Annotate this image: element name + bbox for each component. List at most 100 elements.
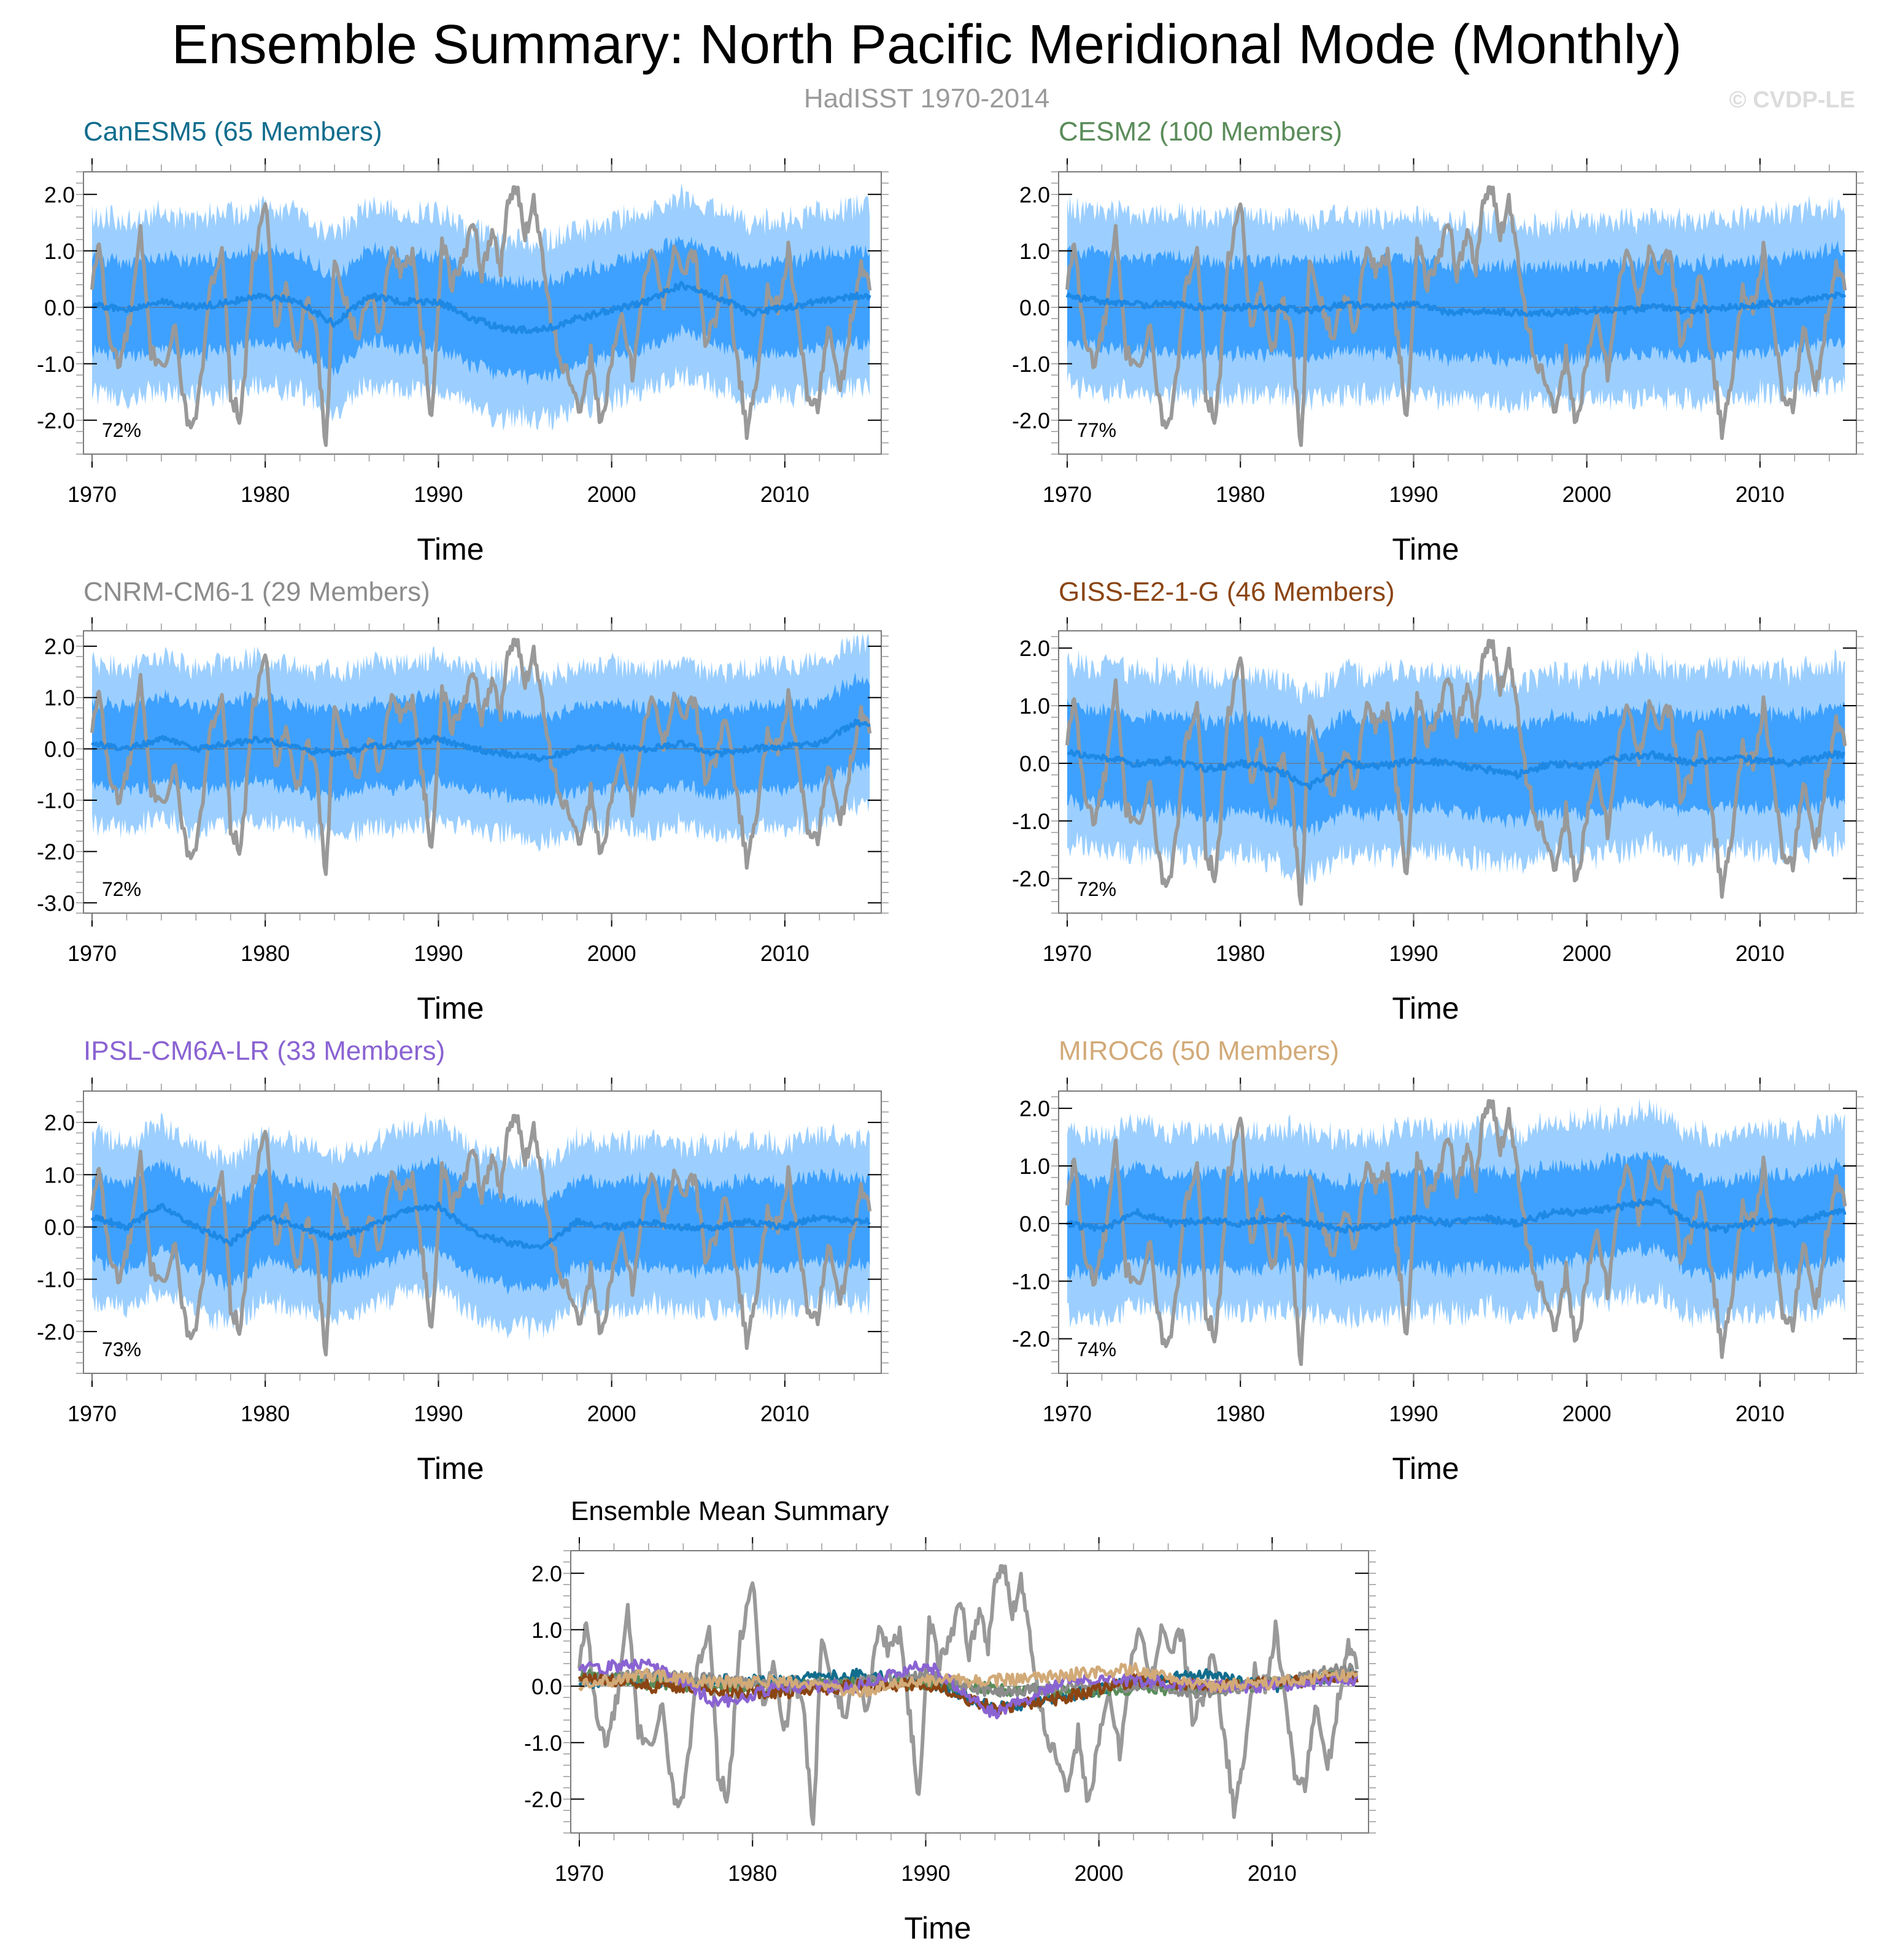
observed-series-line <box>90 638 872 876</box>
x-axis-title: Time <box>1392 532 1459 566</box>
plot-frame <box>83 171 882 455</box>
observed-series-line <box>1065 639 1847 906</box>
panel-title-giss: GISS-E2-1-G (46 Members) <box>1059 577 1395 607</box>
plot-frame <box>1058 171 1857 455</box>
model-mean-line-3 <box>577 1671 1359 1715</box>
x-tick-label: 1990 <box>1389 482 1438 507</box>
x-tick-label: 2000 <box>587 941 636 966</box>
chart-panel-6: 2.0 1.0 0.0 -1.0 -2.0 1970 1980 1990 2000 2010 Tim… <box>524 1537 1376 1945</box>
ensemble-mean-line <box>1065 1197 1847 1234</box>
chart-panel-3: 72% 2.0 1.0 0.0 -1.0 -2.0 1970 1980 1990 2000 2010… <box>1012 617 1864 1025</box>
x-tick-label: 2010 <box>760 941 809 966</box>
y-tick-label: -1.0 <box>1012 1269 1050 1294</box>
x-tick-label: 1970 <box>1043 482 1092 507</box>
observed-series-line <box>90 185 872 447</box>
y-tick-label: -1.0 <box>1012 352 1050 377</box>
y-tick-label: 1.0 <box>1019 1154 1050 1179</box>
x-tick-label: 1980 <box>728 1861 777 1886</box>
y-tick-label: -1.0 <box>37 788 75 813</box>
x-tick-label: 1970 <box>68 1401 117 1426</box>
model-mean-line-5 <box>578 1662 1359 1698</box>
watermark: © CVDP-LE <box>1729 87 1855 113</box>
chart-panel-2: 72% 2.0 1.0 0.0 -1.0 -2.0 -3.0 1970 1980 1990 2000… <box>37 617 889 1025</box>
y-tick-label: 2.0 <box>531 1561 562 1586</box>
y-tick-label: 1.0 <box>1019 239 1050 264</box>
y-tick-label: 2.0 <box>1019 182 1050 207</box>
x-tick-label: 1980 <box>1216 941 1265 966</box>
percent-label: 72% <box>102 419 141 441</box>
ensemble-iqr-band <box>92 236 870 386</box>
y-tick-label: 1.0 <box>44 685 75 711</box>
observed-series-line <box>1065 1099 1847 1367</box>
ensemble-iqr-band <box>92 1154 870 1295</box>
y-tick-label: 2.0 <box>44 182 75 207</box>
y-tick-label: 2.0 <box>1019 636 1050 661</box>
y-tick-label: 0.0 <box>1019 751 1050 776</box>
ensemble-mean-line <box>1065 291 1847 318</box>
ensemble-mean-line <box>90 1201 871 1250</box>
plot-frame <box>570 1550 1369 1834</box>
y-tick-label: 0.0 <box>44 1214 75 1240</box>
y-tick-label: -1.0 <box>37 1267 75 1292</box>
chart-panel-4: 73% 2.0 1.0 0.0 -1.0 -2.0 1970 1980 1990 2000 2010… <box>37 1078 889 1486</box>
ensemble-mean-line <box>1067 749 1845 790</box>
plot-frame <box>1058 630 1857 914</box>
panel-title-ensemble-mean: Ensemble Mean Summary <box>571 1496 889 1526</box>
plot-frame <box>83 1090 882 1374</box>
panel-title-cesm2: CESM2 (100 Members) <box>1059 117 1343 147</box>
y-tick-label: -1.0 <box>524 1730 562 1756</box>
chart-panel-5: 74% 2.0 1.0 0.0 -1.0 -2.0 1970 1980 1990 2000 2010… <box>1012 1078 1864 1486</box>
percent-label: 73% <box>102 1338 141 1360</box>
ensemble-mean-line <box>91 280 871 334</box>
x-tick-label: 1970 <box>555 1861 604 1886</box>
y-tick-label: 0.0 <box>44 295 75 320</box>
ensemble-iqr-band <box>1067 698 1845 838</box>
x-axis-title: Time <box>417 1451 484 1486</box>
page-subtitle: HadISST 1970-2014 <box>803 83 1050 114</box>
x-tick-label: 2000 <box>1562 482 1612 507</box>
observed-series-line <box>90 1114 872 1357</box>
x-tick-label: 1980 <box>1216 1401 1265 1426</box>
x-tick-label: 2000 <box>1075 1861 1124 1886</box>
y-tick-label: 1.0 <box>1019 693 1050 719</box>
y-tick-label: -3.0 <box>37 890 75 916</box>
plot-frame <box>83 630 882 914</box>
percent-label: 74% <box>1077 1338 1116 1360</box>
x-tick-label: 2000 <box>1562 1401 1612 1426</box>
x-tick-label: 1980 <box>241 1401 290 1426</box>
x-axis-title: Time <box>1392 1451 1459 1486</box>
plot-frame <box>1058 1090 1857 1374</box>
ensemble-mean-line <box>91 719 871 763</box>
x-tick-label: 1970 <box>68 482 117 507</box>
y-tick-label: 0.0 <box>1019 295 1050 320</box>
x-tick-label: 1980 <box>241 941 290 966</box>
y-tick-label: -1.0 <box>1012 809 1050 834</box>
y-tick-label: 2.0 <box>44 1110 75 1135</box>
y-tick-label: 0.0 <box>1019 1211 1050 1237</box>
x-tick-label: 2010 <box>1736 941 1785 966</box>
ensemble-iqr-band <box>92 672 870 808</box>
panel-title-miroc6: MIROC6 (50 Members) <box>1059 1036 1340 1066</box>
y-tick-label: 1.0 <box>531 1618 562 1643</box>
y-tick-label: -2.0 <box>1012 866 1050 892</box>
x-tick-label: 1990 <box>414 941 463 966</box>
x-tick-label: 2000 <box>587 1401 636 1426</box>
x-tick-label: 2010 <box>1736 1401 1785 1426</box>
observed-series-line <box>577 1564 1359 1826</box>
percent-label: 72% <box>1077 878 1116 900</box>
y-tick-label: 1.0 <box>44 1162 75 1187</box>
x-axis-title: Time <box>417 532 484 566</box>
x-tick-label: 1980 <box>1216 482 1265 507</box>
x-tick-label: 2010 <box>760 482 809 507</box>
y-tick-label: 1.0 <box>44 239 75 264</box>
x-tick-label: 1990 <box>901 1861 950 1886</box>
percent-label: 72% <box>102 878 141 900</box>
chart-panel-1: 77% 2.0 1.0 0.0 -1.0 -2.0 1970 1980 1990 2000 2010… <box>1012 158 1864 566</box>
x-tick-label: 1970 <box>1043 1401 1092 1426</box>
x-tick-label: 1980 <box>241 482 290 507</box>
y-tick-label: -2.0 <box>1012 408 1050 433</box>
x-tick-label: 2000 <box>587 482 636 507</box>
y-tick-label: -2.0 <box>37 1319 75 1345</box>
x-tick-label: 1990 <box>414 482 463 507</box>
